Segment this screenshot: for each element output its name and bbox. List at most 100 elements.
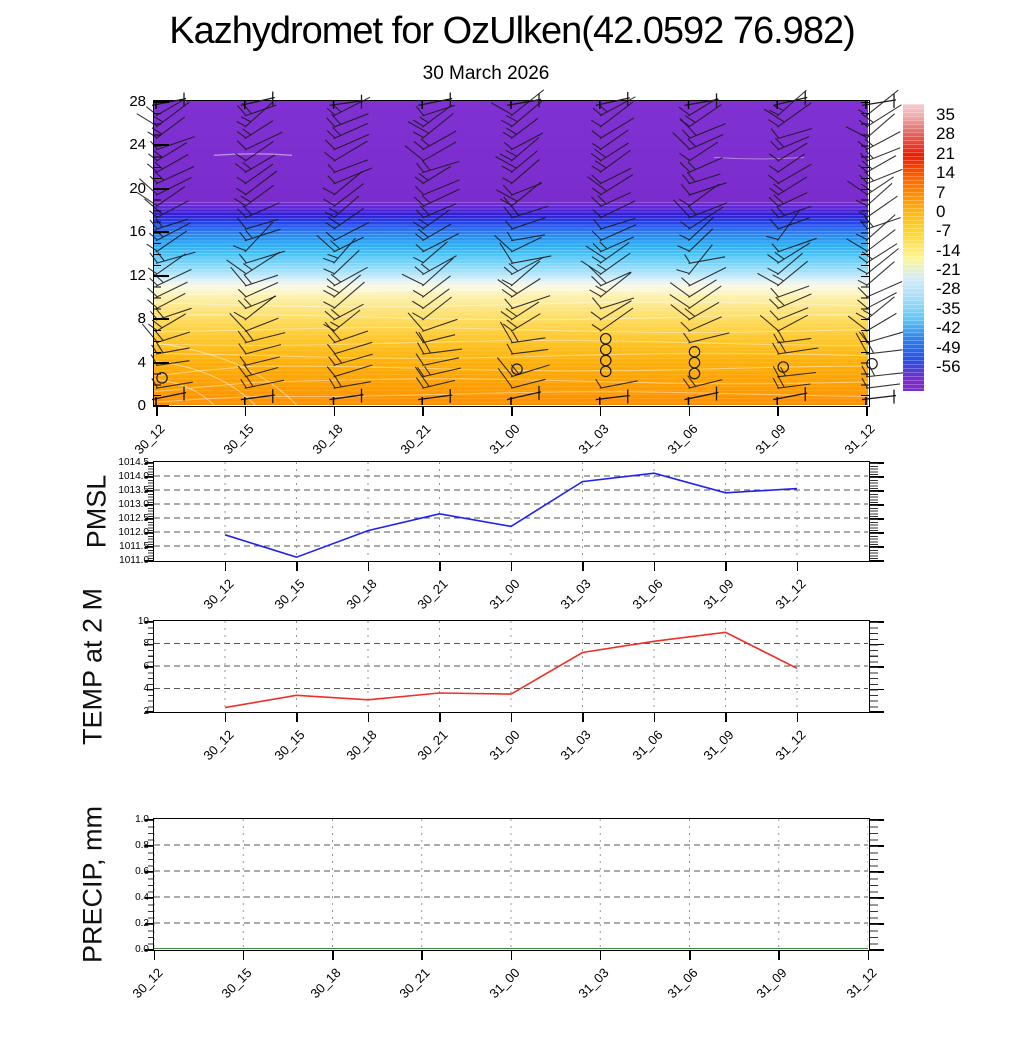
wind-barb: [591, 149, 631, 174]
wind-barb-flag: [595, 389, 630, 404]
wind-barb: [233, 295, 276, 321]
wind-barb: [404, 141, 457, 162]
wind-barb: [323, 309, 361, 332]
wind-barb: [501, 260, 541, 287]
wind-barb: [494, 234, 542, 253]
wind-barbs-layer: [136, 89, 908, 406]
wind-barb: [767, 252, 803, 276]
y-tick-label: 0.8: [135, 839, 149, 851]
wind-barb: [236, 120, 274, 140]
wind-barb-flag: [684, 386, 719, 401]
wind-barb-flag: [240, 91, 275, 106]
x-tick: [867, 951, 869, 960]
y-tick-right: [870, 560, 884, 562]
precip-plot: [154, 819, 868, 949]
wind-barb: [238, 281, 279, 298]
time-tick-label: 31_12: [842, 965, 880, 1002]
wind-barb: [323, 274, 362, 298]
time-tick-label: 30_21: [396, 965, 433, 1002]
y-tick-label: 1012.5: [118, 512, 149, 524]
wind-barb: [316, 234, 364, 253]
y-tick-label: 1013.5: [118, 484, 149, 496]
x-tick: [653, 713, 655, 722]
y-tick: [153, 318, 169, 321]
wind-barb: [847, 312, 897, 332]
wind-barb: [502, 182, 542, 196]
time-tick-label: 31_00: [485, 727, 523, 764]
wind-barb-flag: [773, 91, 808, 106]
wind-barb: [236, 101, 274, 128]
wind-barb: [769, 176, 808, 196]
wind-barb: [239, 356, 280, 367]
wind-barb: [497, 278, 541, 298]
colorbar-label: -21: [936, 260, 961, 280]
wind-barb: [679, 104, 722, 128]
wind-barb: [591, 297, 635, 310]
wind-barb: [496, 181, 542, 208]
wind-barb: [768, 142, 808, 162]
wind-barb: [669, 279, 717, 298]
wind-barb: [587, 174, 634, 196]
wind-barb: [324, 303, 364, 321]
wind-barb: [236, 131, 283, 151]
wind-barb: [759, 314, 808, 332]
wind-barb: [770, 285, 810, 298]
wind-barb: [326, 341, 373, 355]
x-tick: [725, 562, 727, 571]
wind-barb: [239, 228, 281, 242]
wind-barb: [592, 236, 635, 253]
x-tick: [296, 713, 298, 722]
wind-barb: [682, 375, 723, 389]
wind-barb: [767, 242, 811, 264]
temp2m-panel: [153, 620, 870, 713]
wind-barb: [590, 300, 632, 321]
calm-circle: [777, 361, 790, 373]
wind-barb: [240, 376, 285, 389]
y-tick: [145, 711, 153, 713]
wind-barb: [502, 158, 540, 185]
wind-barb-flag: [506, 385, 542, 401]
y-minor-comb-right: [870, 621, 878, 712]
y-minor-comb-right: [870, 462, 878, 561]
wind-barb-flag: [506, 93, 542, 108]
wind-barb: [413, 241, 448, 264]
x-tick: [777, 407, 779, 416]
colorbar-label: 35: [936, 105, 955, 125]
wind-barb: [679, 141, 719, 162]
wind-barb: [326, 96, 371, 117]
y-tick-label: 24: [129, 136, 146, 154]
y-tick-label: 0.0: [135, 943, 149, 955]
wind-barb: [324, 195, 360, 219]
wind-barb: [767, 163, 812, 185]
wind-barb: [326, 113, 369, 128]
wind-barb: [327, 167, 373, 185]
y-tick-label: 6: [115, 661, 149, 672]
x-tick: [582, 562, 584, 571]
x-tick: [439, 562, 441, 571]
wind-barb: [323, 183, 365, 208]
wind-barb: [325, 208, 364, 230]
wind-barb: [401, 257, 454, 287]
time-tick-label: 31_09: [753, 965, 790, 1002]
x-tick: [333, 407, 335, 416]
wind-barb: [327, 159, 368, 174]
contour-streak: [213, 153, 293, 156]
y-tick-right: [870, 711, 884, 713]
x-tick: [421, 951, 423, 960]
wind-barb: [768, 89, 807, 117]
calm-circle: [688, 367, 701, 380]
wind-barb: [673, 199, 728, 219]
x-tick: [224, 713, 226, 722]
wind-barb: [413, 188, 460, 208]
wind-barb: [591, 167, 632, 185]
wind-barb: [591, 307, 634, 332]
wind-barb: [236, 163, 274, 185]
wind-barb: [591, 129, 629, 151]
y-tick-label: 1013.0: [118, 498, 149, 510]
y-tick: [153, 361, 169, 364]
wind-barb: [414, 366, 456, 389]
y-tick-label: 1014.5: [118, 456, 149, 468]
wind-barb: [768, 192, 808, 208]
wind-barb: [328, 375, 371, 389]
y-tick-label: 16: [129, 223, 146, 241]
